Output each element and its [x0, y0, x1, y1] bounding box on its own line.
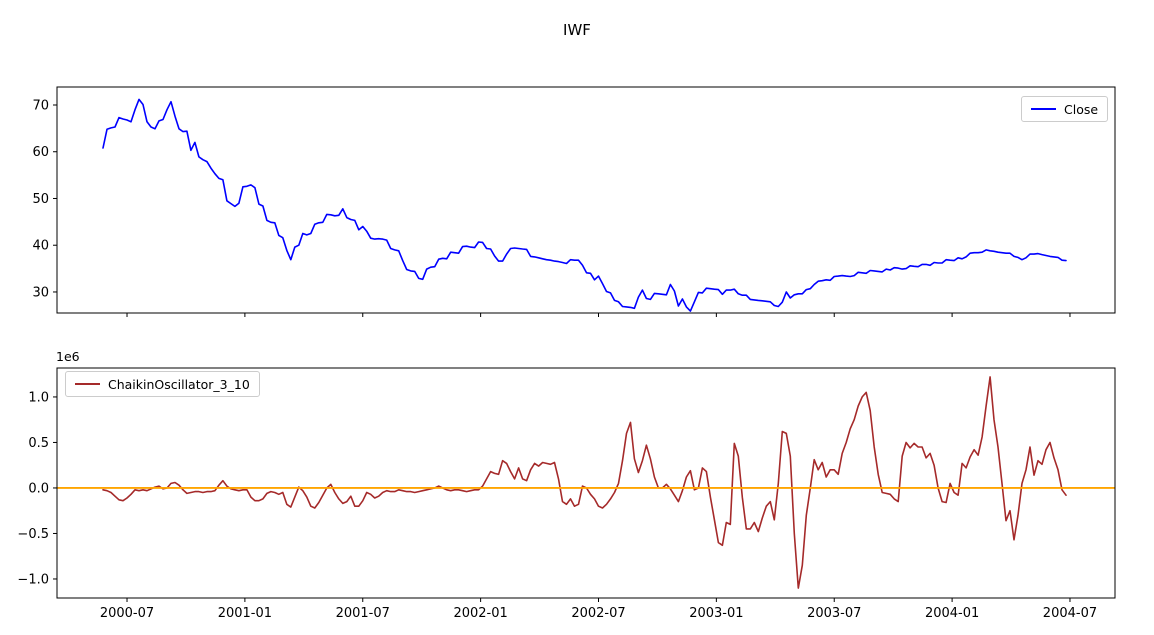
figure-title: IWF: [563, 21, 591, 39]
x-axis-tick-label: 2002-07: [571, 606, 625, 621]
y-axis-offset-label: 1e6: [56, 349, 80, 364]
chaikin-legend-label: ChaikinOscillator_3_10: [108, 376, 250, 392]
oscillator-series-line: [102, 376, 1067, 589]
y-axis-tick-label: −0.5: [17, 527, 49, 542]
y-axis-tick-label: 40: [32, 239, 49, 254]
x-axis-tick-label: 2003-01: [689, 606, 743, 621]
x-axis-tick-label: 2004-07: [1043, 606, 1097, 621]
x-axis-tick-label: 2001-01: [218, 606, 272, 621]
x-axis-tick-label: 2000-07: [100, 606, 154, 621]
close-legend-swatch: [1031, 108, 1056, 110]
y-axis-tick-label: 0.0: [28, 481, 49, 496]
y-axis-tick-label: 60: [32, 145, 49, 160]
oscillator-plot-area: [56, 367, 1116, 599]
chaikin-legend-swatch: [75, 383, 100, 385]
price-panel: 30 40 50 60 70: [32, 86, 1116, 317]
price-series-line: [102, 98, 1067, 312]
y-axis-tick-label: 1.0: [28, 390, 49, 405]
y-axis-tick-label: 50: [32, 192, 49, 207]
y-axis-tick-label: −1.0: [17, 572, 49, 587]
x-axis-tick-label: 2003-07: [807, 606, 861, 621]
y-axis-tick-label: 0.5: [28, 436, 49, 451]
close-legend: Close: [1021, 96, 1109, 122]
x-axis-tick-label: 2001-07: [336, 606, 390, 621]
price-plot-area: [56, 86, 1116, 314]
y-axis-tick-label: 70: [32, 98, 49, 113]
x-axis-tick-label: 2002-01: [453, 606, 507, 621]
x-axis-tick-label: 2004-01: [925, 606, 979, 621]
close-legend-label: Close: [1064, 101, 1099, 117]
y-axis-tick-label: 30: [32, 285, 49, 300]
oscillator-panel: 2000-07 2001-01 2001-07 2002-01 2002-07 2003-…: [17, 367, 1116, 621]
chaikin-legend: ChaikinOscillator_3_10: [65, 371, 260, 397]
